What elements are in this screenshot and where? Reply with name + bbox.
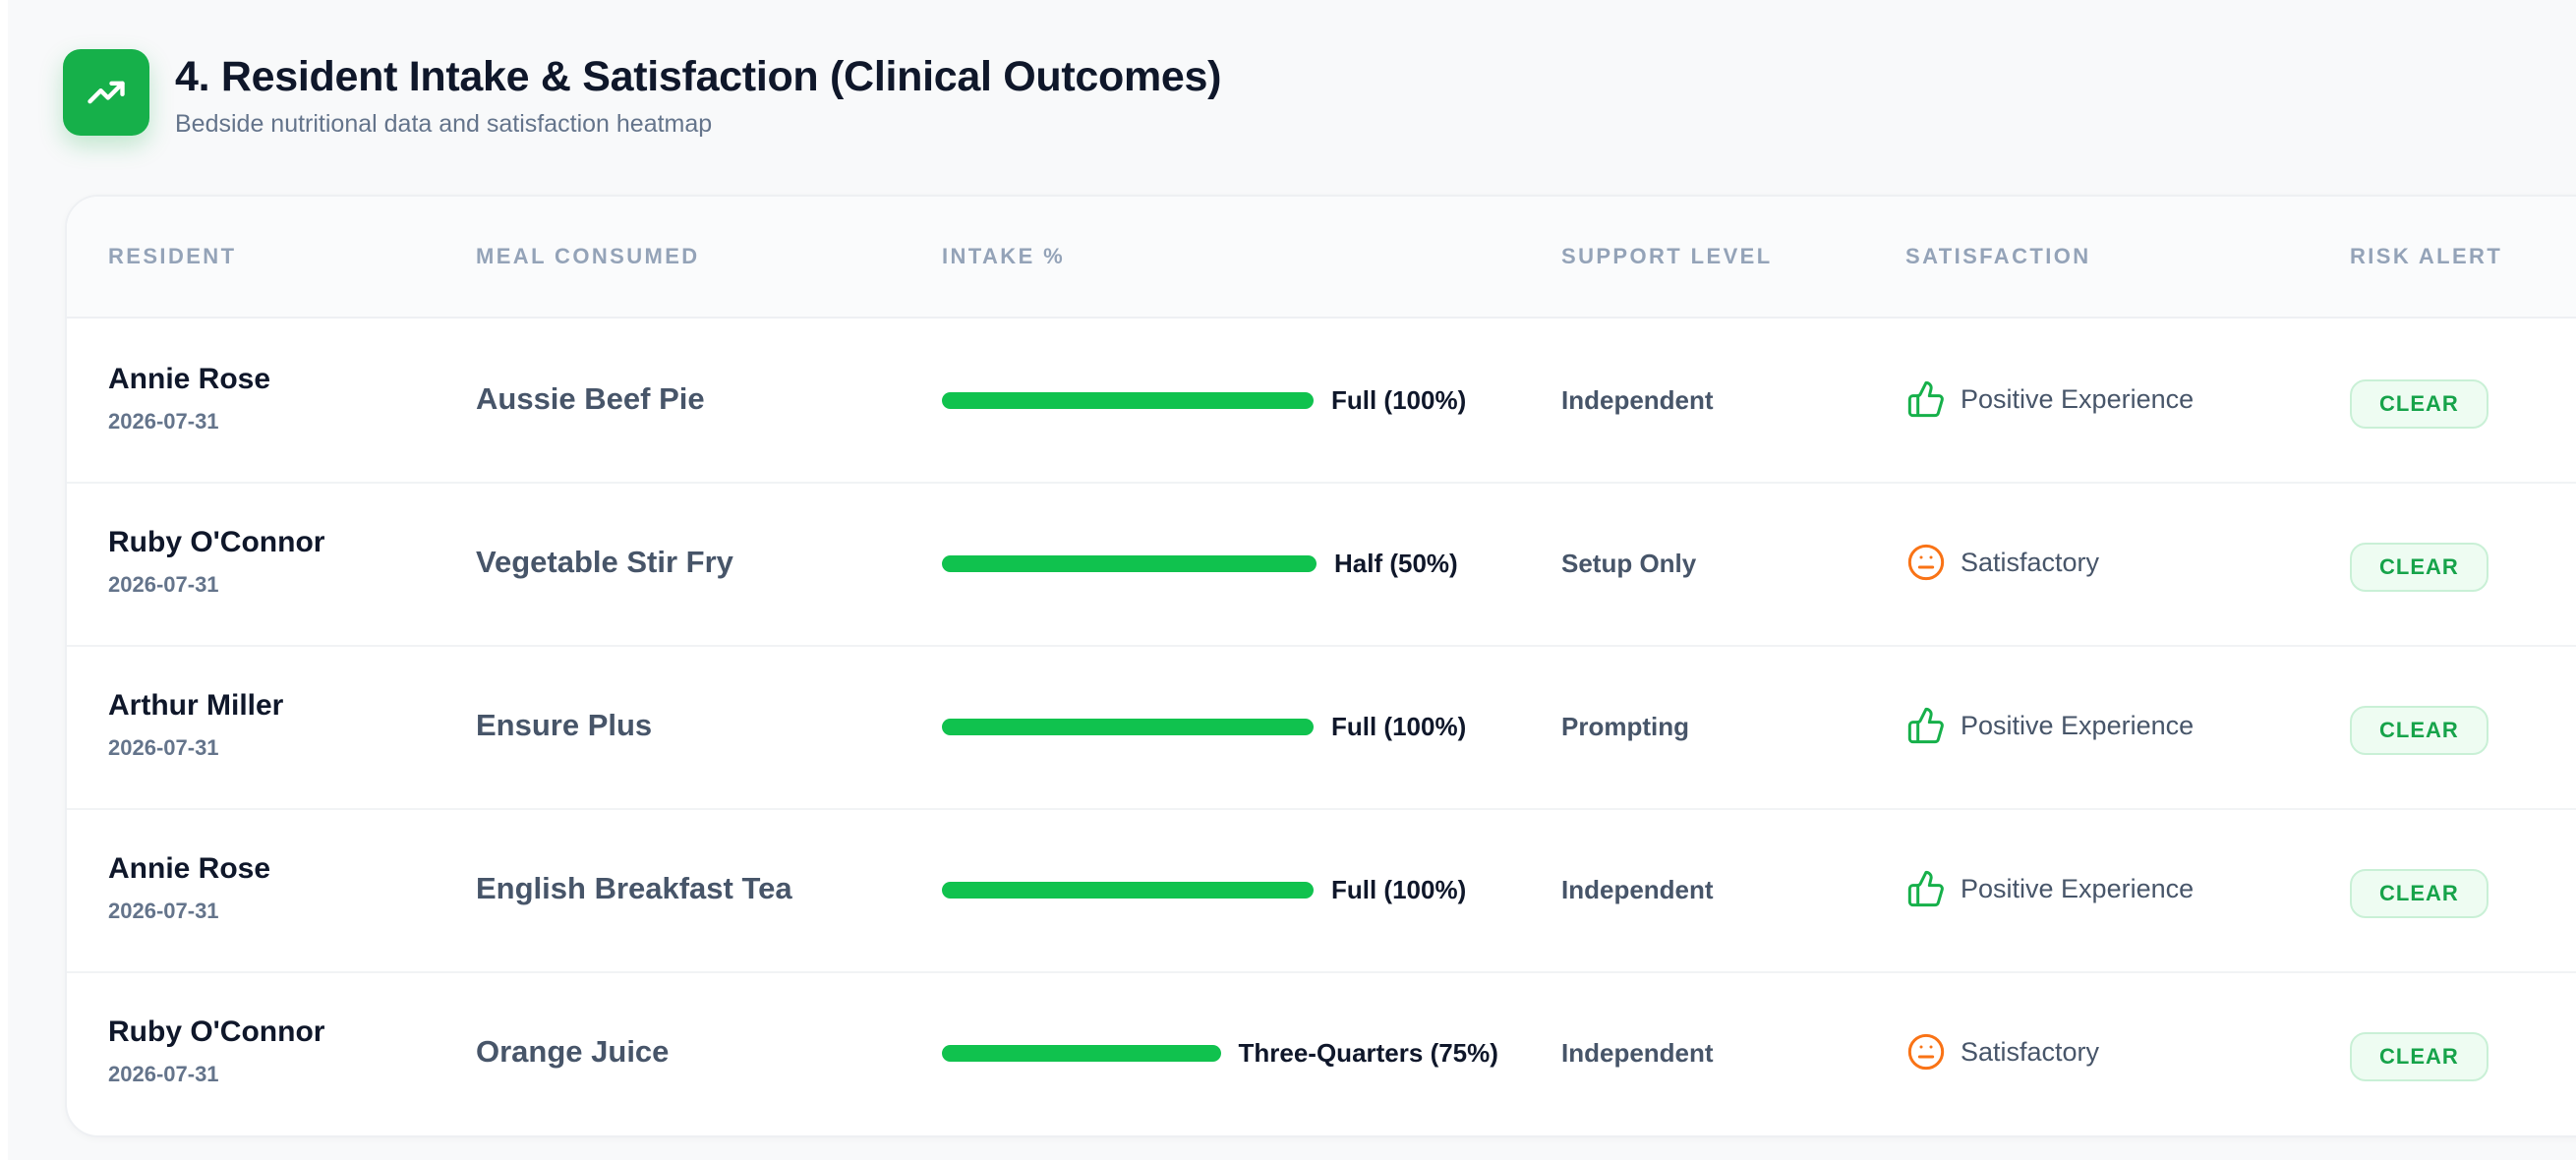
intake-label: Full (100%) [1331,711,1467,741]
satisfaction-label: Positive Experience [1961,383,2195,414]
intake-bar-track [942,718,1314,735]
intake-bar-fill [942,881,1314,899]
table-row[interactable]: Annie Rose 2026-07-31 English Breakfast … [67,808,2576,973]
column-header-meal: MEAL CONSUMED [476,244,700,268]
trending-up-icon [63,49,149,136]
column-header-support: SUPPORT LEVEL [1561,244,1773,268]
satisfaction-cell: Positive Experience [1905,704,2194,747]
intake-table-card: RESIDENT MEAL CONSUMED INTAKE % SUPPORT … [65,195,2576,1137]
resident-date: 2026-07-31 [108,735,219,760]
intake-bar-fill [942,554,1317,572]
page-title: 4. Resident Intake & Satisfaction (Clini… [175,53,1222,100]
intake-label: Full (100%) [1331,874,1467,904]
intake-bar-fill [942,1044,1221,1062]
satisfaction-label: Positive Experience [1961,873,2195,903]
meal-consumed: Orange Juice [476,1034,670,1069]
table-row[interactable]: Arthur Miller 2026-07-31 Ensure Plus Ful… [67,645,2576,810]
table-header: RESIDENT MEAL CONSUMED INTAKE % SUPPORT … [67,197,2576,319]
meal-consumed: Ensure Plus [476,708,653,742]
intake-label: Half (50%) [1334,548,1458,578]
satisfaction-label: Satisfactory [1961,1036,2100,1067]
support-level: Prompting [1561,712,1689,741]
resident-name: Ruby O'Connor [108,526,325,558]
table-row[interactable]: Ruby O'Connor 2026-07-31 Orange Juice Th… [67,971,2576,1134]
column-header-risk: RISK ALERT [2350,244,2503,268]
satisfaction-cell: Satisfactory [1905,1030,2099,1073]
thumbs-up-icon [1905,378,1947,420]
column-header-satisfaction: SATISFACTION [1905,244,2091,268]
satisfaction-cell: Satisfactory [1905,541,2099,584]
resident-date: 2026-07-31 [108,899,219,923]
support-level: Independent [1561,1038,1714,1068]
table-row[interactable]: Annie Rose 2026-07-31 Aussie Beef Pie Fu… [67,319,2576,484]
resident-name: Annie Rose [108,852,271,885]
satisfaction-cell: Positive Experience [1905,867,2194,910]
resident-name: Arthur Miller [108,689,284,722]
satisfaction-label: Positive Experience [1961,710,2195,740]
intake-cell: Full (100%) [942,710,1479,743]
resident-name: Annie Rose [108,363,271,395]
table-row[interactable]: Ruby O'Connor 2026-07-31 Vegetable Stir … [67,482,2576,647]
neutral-face-icon [1905,1031,1947,1073]
intake-bar-track [942,554,1317,572]
meal-consumed: Aussie Beef Pie [476,381,705,416]
intake-cell: Half (50%) [942,547,1479,580]
intake-bar-track [942,1044,1221,1062]
resident-date: 2026-07-31 [108,1062,219,1086]
intake-bar-fill [942,391,1314,409]
risk-alert-badge: CLEAR [2350,1032,2488,1081]
intake-bar-track [942,391,1314,409]
column-header-intake: INTAKE % [942,244,1066,268]
satisfaction-cell: Positive Experience [1905,377,2194,421]
neutral-face-icon [1905,542,1947,583]
intake-bar-fill [942,718,1314,735]
support-level: Independent [1561,875,1714,904]
risk-alert-badge: CLEAR [2350,379,2488,429]
intake-cell: Full (100%) [942,383,1479,417]
resident-date: 2026-07-31 [108,572,219,597]
risk-alert-badge: CLEAR [2350,543,2488,592]
resident-date: 2026-07-31 [108,409,219,434]
thumbs-up-icon [1905,705,1947,746]
risk-alert-badge: CLEAR [2350,706,2488,755]
risk-alert-badge: CLEAR [2350,869,2488,918]
page: 4. Resident Intake & Satisfaction (Clini… [8,0,2576,1160]
resident-name: Ruby O'Connor [108,1015,325,1048]
meal-consumed: English Breakfast Tea [476,871,792,905]
intake-cell: Full (100%) [942,873,1479,906]
intake-bar-track [942,881,1314,899]
support-level: Setup Only [1561,549,1697,578]
satisfaction-label: Satisfactory [1961,547,2100,577]
intake-label: Three-Quarters (75%) [1238,1037,1498,1068]
meal-consumed: Vegetable Stir Fry [476,545,733,579]
support-level: Independent [1561,385,1714,415]
thumbs-up-icon [1905,868,1947,909]
page-subtitle: Bedside nutritional data and satisfactio… [175,110,713,138]
intake-label: Full (100%) [1331,384,1467,415]
intake-cell: Three-Quarters (75%) [942,1036,1498,1070]
column-header-resident: RESIDENT [108,244,237,268]
